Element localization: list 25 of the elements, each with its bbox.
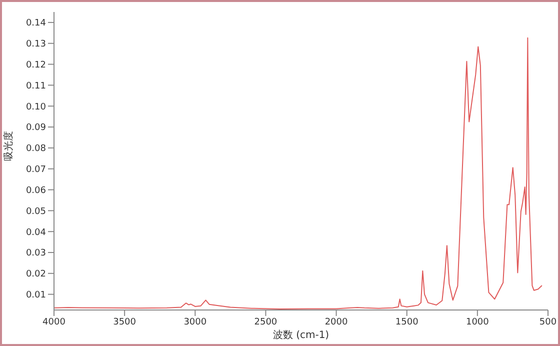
y-tick-label: 0.03: [26, 248, 46, 259]
y-tick-label: 0.01: [26, 290, 46, 301]
y-tick-label: 0.10: [26, 102, 46, 112]
y-tick-label: 0.14: [26, 18, 46, 29]
y-tick-label: 0.13: [26, 40, 46, 50]
y-tick-label: 0.02: [26, 270, 46, 280]
y-tick-label: 0.07: [26, 165, 46, 176]
x-tick-label: 2000: [324, 317, 348, 328]
y-tick-label: 0.08: [26, 144, 46, 154]
x-tick-label: 2500: [254, 317, 278, 328]
y-tick-label: 0.11: [26, 81, 46, 92]
y-tick-label: 0.05: [26, 206, 46, 217]
line-series: [54, 37, 542, 310]
x-axis-title: 波数 (cm-1): [272, 329, 330, 341]
x-tick-label: 4000: [42, 317, 66, 328]
x-tick-label: 3000: [184, 317, 207, 328]
y-tick-label: 0.12: [26, 60, 46, 70]
x-tick-label: 3500: [113, 317, 136, 328]
y-tick-label: 0.09: [26, 123, 46, 134]
x-tick-label: 1000: [466, 317, 490, 328]
x-tick-label: 1500: [395, 317, 419, 328]
y-axis-title: 吸光度: [2, 131, 15, 161]
y-tick-label: 0.06: [26, 186, 46, 196]
x-tick-label: 500: [539, 317, 557, 328]
y-tick-label: 0.04: [26, 228, 46, 238]
